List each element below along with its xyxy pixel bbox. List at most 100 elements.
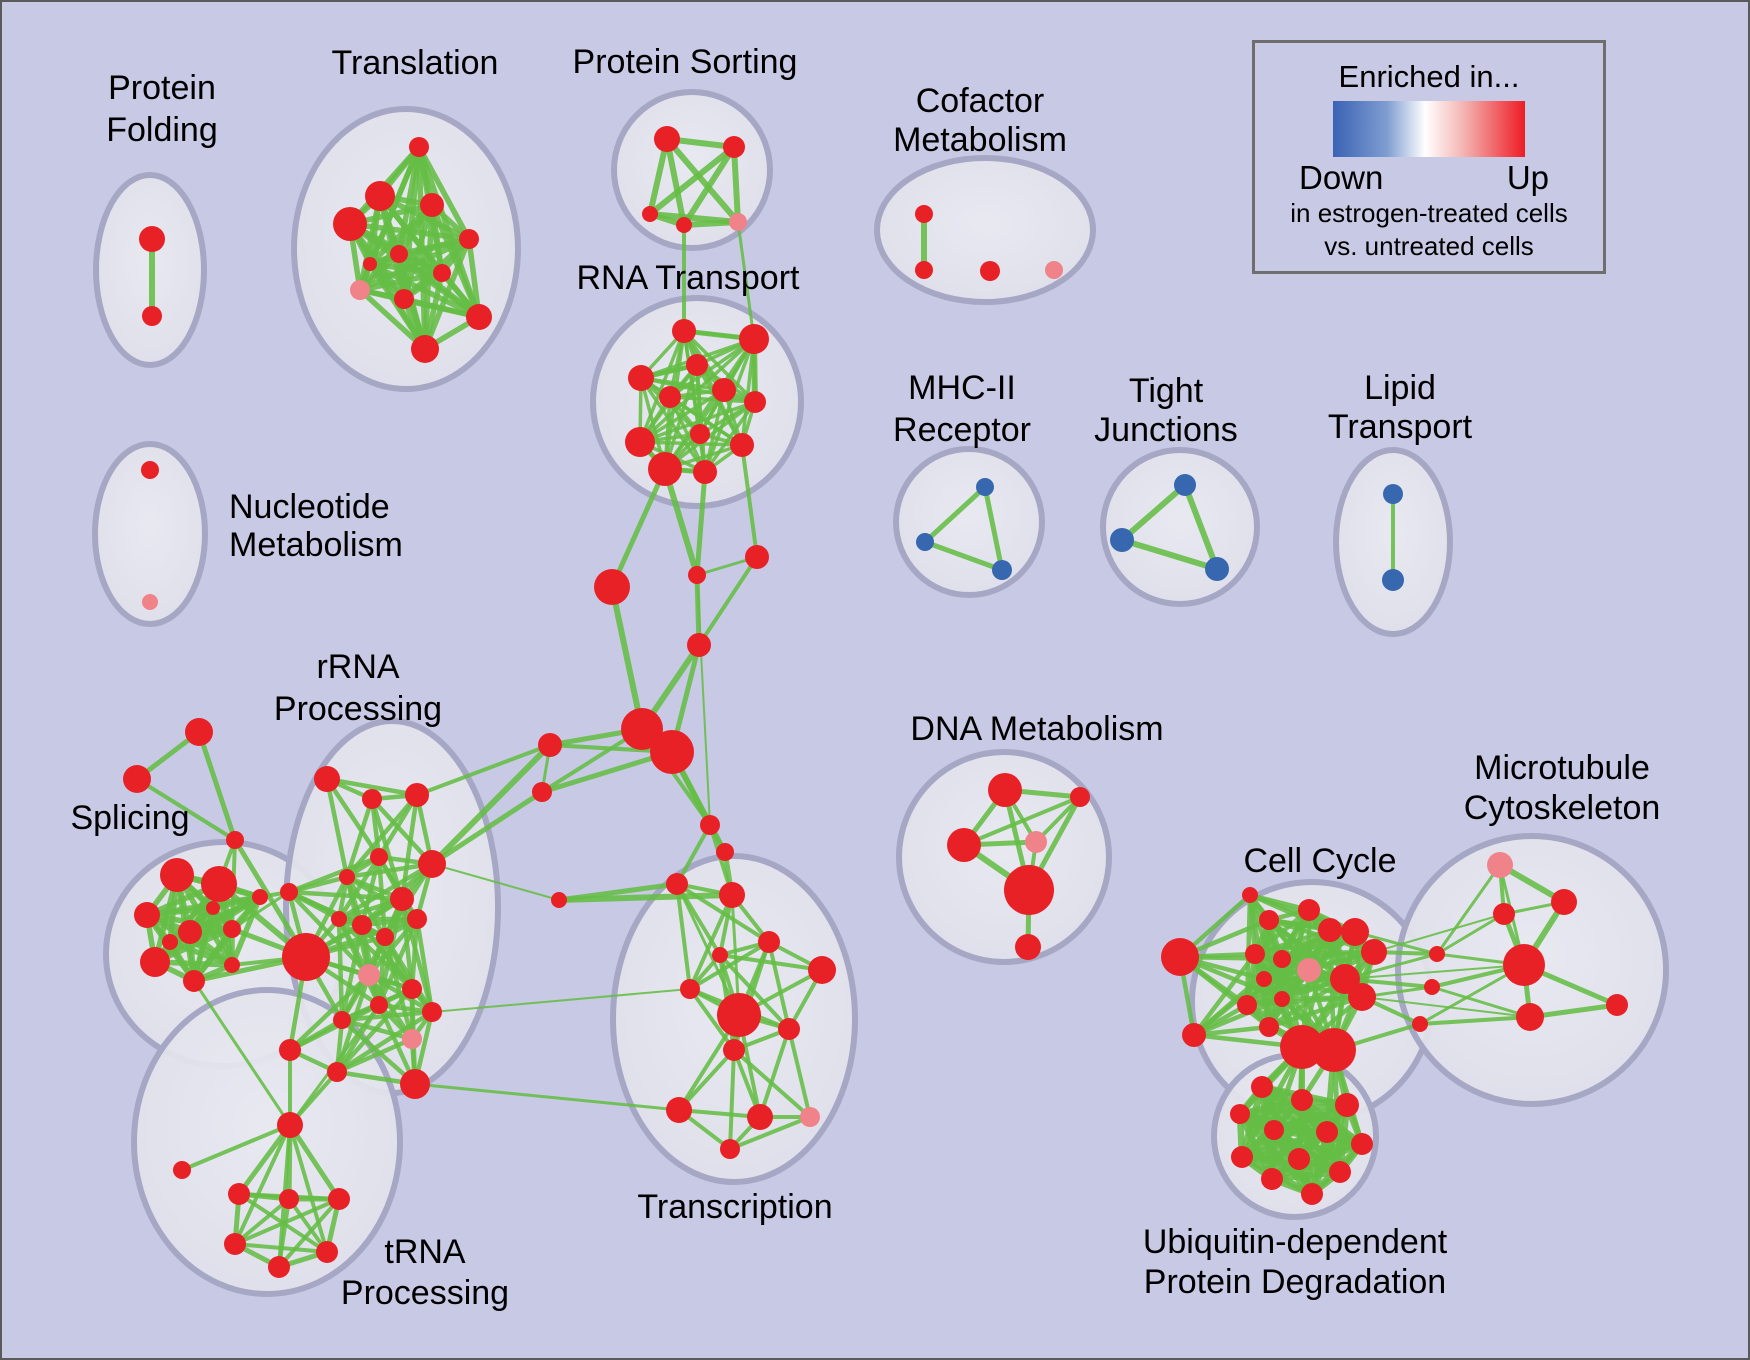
node-tr5[interactable]	[390, 245, 408, 263]
node-rt9[interactable]	[730, 433, 754, 457]
node-tc6[interactable]	[723, 1039, 745, 1061]
node-ps1[interactable]	[723, 136, 745, 158]
node-sp0[interactable]	[160, 858, 194, 892]
node-u9[interactable]	[1329, 1161, 1351, 1183]
node-rr0[interactable]	[314, 766, 340, 792]
node-u3[interactable]	[1230, 1104, 1250, 1124]
node-th[interactable]	[277, 1112, 303, 1138]
node-gE[interactable]	[621, 708, 663, 750]
node-x1[interactable]	[123, 765, 151, 793]
node-u8[interactable]	[1288, 1148, 1310, 1170]
node-cc8[interactable]	[1274, 991, 1290, 1007]
node-cc2[interactable]	[1245, 944, 1265, 964]
node-sp6[interactable]	[140, 947, 170, 977]
node-u0[interactable]	[1251, 1076, 1273, 1098]
node-tc7[interactable]	[666, 1097, 692, 1123]
node-ps4[interactable]	[729, 213, 747, 231]
node-rr19[interactable]	[327, 1062, 347, 1082]
node-rt0[interactable]	[672, 319, 696, 343]
node-rr12[interactable]	[358, 964, 380, 986]
node-rt6[interactable]	[744, 391, 766, 413]
node-rr15[interactable]	[422, 1002, 442, 1022]
node-tr1[interactable]	[365, 181, 395, 211]
node-gC[interactable]	[745, 545, 769, 569]
node-tr6[interactable]	[433, 264, 451, 282]
node-m0[interactable]	[976, 478, 994, 496]
node-d4[interactable]	[1004, 865, 1054, 915]
node-sp7[interactable]	[183, 970, 205, 992]
node-cc0[interactable]	[1161, 938, 1199, 976]
node-u11[interactable]	[1301, 1183, 1323, 1205]
node-rt3[interactable]	[686, 354, 708, 376]
node-gF[interactable]	[650, 730, 694, 774]
node-gA[interactable]	[594, 569, 630, 605]
node-nm1[interactable]	[142, 594, 158, 610]
node-rr6[interactable]	[390, 887, 414, 911]
node-cf1[interactable]	[915, 261, 933, 279]
node-k0[interactable]	[700, 815, 720, 835]
node-d1[interactable]	[947, 828, 981, 862]
node-rt4[interactable]	[659, 386, 681, 408]
node-u5[interactable]	[1316, 1121, 1338, 1143]
node-tc5[interactable]	[778, 1018, 800, 1040]
node-tn5[interactable]	[268, 1256, 290, 1278]
node-tr11[interactable]	[363, 257, 377, 271]
node-mt0[interactable]	[1487, 852, 1513, 878]
node-rr7[interactable]	[407, 909, 427, 929]
node-u7[interactable]	[1231, 1146, 1253, 1168]
node-cf0[interactable]	[915, 205, 933, 223]
node-rr18[interactable]	[279, 1039, 301, 1061]
node-cc15[interactable]	[1348, 983, 1376, 1011]
node-tn0[interactable]	[228, 1183, 250, 1205]
node-cc13[interactable]	[1361, 939, 1387, 965]
node-rr9[interactable]	[352, 915, 372, 935]
node-rr8[interactable]	[331, 911, 347, 927]
node-lt1[interactable]	[1382, 569, 1404, 591]
node-sp1[interactable]	[201, 866, 237, 902]
node-u6[interactable]	[1351, 1133, 1373, 1155]
node-sp8[interactable]	[224, 957, 240, 973]
node-gG[interactable]	[538, 733, 562, 757]
node-gB[interactable]	[688, 566, 706, 584]
node-tc9[interactable]	[800, 1107, 820, 1127]
node-rr5[interactable]	[339, 869, 355, 885]
node-rr17[interactable]	[402, 1029, 422, 1049]
node-tc3[interactable]	[680, 979, 700, 999]
node-d2[interactable]	[1070, 787, 1090, 807]
node-rr1[interactable]	[362, 789, 382, 809]
node-tr7[interactable]	[350, 280, 370, 300]
node-rr2[interactable]	[405, 783, 429, 807]
node-tr4[interactable]	[459, 229, 479, 249]
node-rr20[interactable]	[400, 1069, 430, 1099]
node-x0[interactable]	[185, 718, 213, 746]
node-cc12[interactable]	[1341, 918, 1369, 946]
node-tn3[interactable]	[224, 1233, 246, 1255]
node-tr0[interactable]	[409, 137, 429, 157]
node-mt1[interactable]	[1551, 889, 1577, 915]
node-rr13[interactable]	[402, 979, 422, 999]
node-rt11[interactable]	[693, 460, 717, 484]
node-tj1[interactable]	[1110, 528, 1134, 552]
node-gI[interactable]	[551, 892, 567, 908]
node-tc2[interactable]	[808, 956, 836, 984]
node-sp3[interactable]	[178, 920, 202, 944]
node-cc4[interactable]	[1298, 899, 1320, 921]
node-tn4[interactable]	[316, 1241, 338, 1263]
node-sp5[interactable]	[252, 889, 268, 905]
node-rr16[interactable]	[333, 1011, 351, 1029]
node-rr10[interactable]	[376, 928, 394, 946]
node-rt1[interactable]	[739, 324, 769, 354]
node-tcB[interactable]	[719, 882, 745, 908]
node-cf2[interactable]	[980, 261, 1000, 281]
node-pf1[interactable]	[142, 306, 162, 326]
node-tj2[interactable]	[1205, 557, 1229, 581]
node-u2[interactable]	[1335, 1093, 1359, 1117]
node-ps2[interactable]	[642, 206, 658, 222]
node-rt10[interactable]	[648, 452, 682, 486]
node-tcA[interactable]	[666, 873, 688, 895]
node-cc11[interactable]	[1318, 918, 1342, 942]
node-cc1[interactable]	[1182, 1023, 1206, 1047]
node-gD[interactable]	[687, 633, 711, 657]
node-tn2[interactable]	[328, 1188, 350, 1210]
